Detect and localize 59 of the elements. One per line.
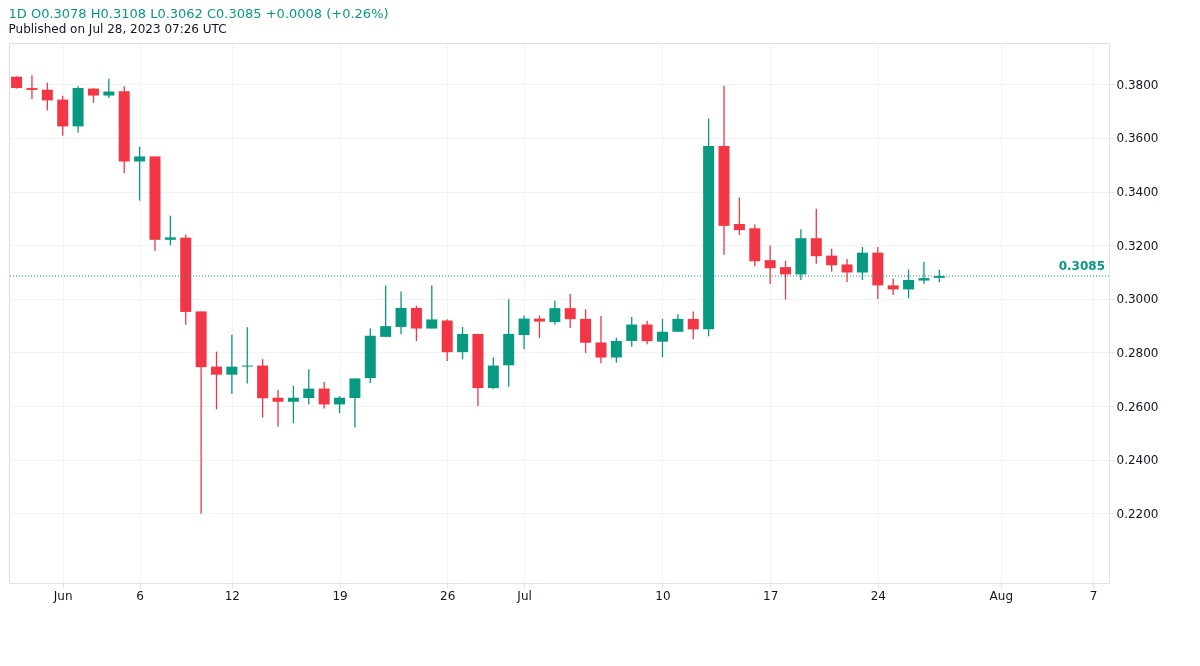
candlestick [272, 389, 284, 428]
candlestick [641, 320, 653, 346]
x-tick-label: Aug [989, 588, 1014, 603]
candlestick [349, 377, 361, 429]
y-tick-label: 0.3400 [1116, 185, 1159, 200]
candlestick [226, 334, 238, 395]
x-tick-label: 7 [1089, 588, 1098, 603]
candlestick [564, 293, 576, 329]
x-tick-label: 6 [136, 588, 144, 603]
candlestick [733, 196, 745, 236]
candlestick [810, 208, 822, 265]
candlestick [595, 315, 607, 364]
candlestick [410, 305, 422, 342]
candlestick [380, 284, 392, 338]
candlestick [549, 299, 561, 326]
y-tick-label: 0.2400 [1116, 453, 1159, 468]
candlestick [395, 290, 407, 335]
y-tick-label: 0.2600 [1116, 399, 1159, 414]
y-tick-label: 0.2800 [1116, 345, 1159, 360]
y-tick-label: 0.3200 [1116, 238, 1159, 253]
candlestick [426, 284, 438, 330]
ref-line-label: 0.3085 [1058, 259, 1105, 273]
candlestick [457, 326, 469, 361]
x-tick-label: 26 [440, 588, 456, 603]
candlestick [103, 78, 115, 99]
candlestick [134, 146, 146, 202]
y-tick-label: 0.2200 [1116, 506, 1159, 521]
x-tick-label: 24 [870, 588, 886, 603]
candlestick [41, 81, 53, 112]
y-tick-label: 0.3800 [1116, 77, 1159, 92]
text: Published on Jul 28, 2023 07:26 UTC [8, 22, 227, 36]
candlestick [780, 260, 792, 301]
candlestick [303, 368, 315, 406]
chart-title: 1D O0.3078 H0.3108 L0.3062 C0.3085 +0.0008 (+0.26%) [8, 6, 389, 21]
candlestick [841, 258, 853, 283]
x-tick-label: Jul [516, 588, 532, 603]
x-tick-label: Jun [52, 588, 73, 603]
y-tick-label: 0.3000 [1116, 292, 1159, 307]
x-tick-label: 17 [763, 588, 779, 603]
candlestick [26, 74, 38, 100]
candlestick [518, 314, 530, 350]
candlestick [164, 215, 176, 247]
candlestick [487, 356, 499, 390]
candlestick [764, 244, 776, 285]
candlestick [610, 337, 622, 364]
candlestick [287, 385, 299, 424]
candlestick [626, 316, 638, 348]
candlestick [210, 350, 222, 410]
candlestick [533, 314, 545, 339]
candlestick [580, 308, 592, 354]
candlestick [318, 381, 330, 410]
candlestick [826, 248, 838, 273]
x-tick-label: 10 [655, 588, 671, 603]
candlestick [656, 318, 668, 358]
candlestick [241, 326, 253, 385]
candlestick [687, 310, 699, 340]
y-tick-label: 0.3600 [1116, 131, 1159, 146]
x-tick-label: 12 [224, 588, 241, 603]
x-tick-label: 19 [332, 588, 348, 603]
